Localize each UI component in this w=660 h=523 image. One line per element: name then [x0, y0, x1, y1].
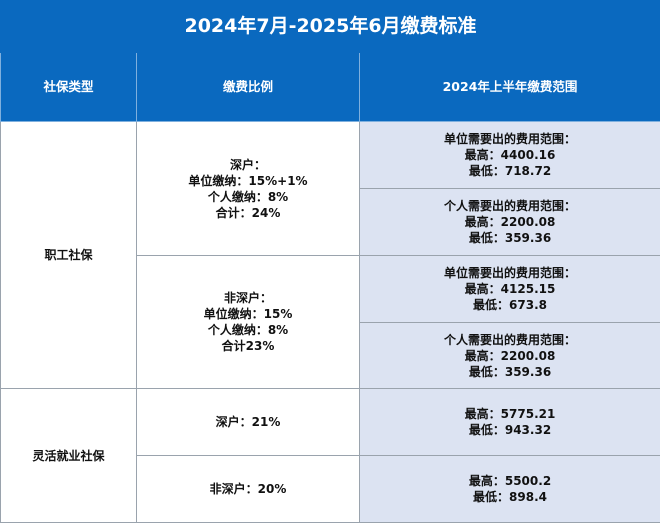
table-title: 2024年7月-2025年6月缴费标准 — [0, 0, 660, 53]
ratio-employee-nonlocal: 非深户： 单位缴纳：15% 个人缴纳：8% 合计23% — [136, 254, 360, 390]
range-flexible-nonlocal: 最高：5500.2 最低：898.4 — [358, 455, 660, 523]
table-row: 灵活就业社保 深户：21% 最高：5775.21 最低：943.32 — [0, 388, 660, 523]
ratio-flexible-local: 深户：21% — [136, 388, 360, 457]
type-flexible: 灵活就业社保 — [0, 388, 137, 523]
table-row: 非深户：20% 最高：5500.2 最低：898.4 — [1, 455, 660, 523]
table-row: 非深户： 单位缴纳：15% 个人缴纳：8% 合计23% 单位需要出的费用范围： … — [1, 254, 660, 390]
type-employee: 职工社保 — [0, 121, 137, 390]
range-employee-nonlocal-company: 单位需要出的费用范围： 最高：4125.15 最低：673.8 — [358, 254, 660, 323]
header-type: 社保类型 — [0, 51, 137, 123]
ratio-employee-local: 深户： 单位缴纳：15%+1% 个人缴纳：8% 合计：24% — [136, 121, 360, 256]
header-ratio: 缴费比例 — [136, 51, 360, 123]
table-row: 个人需要出的费用范围： 最高：2200.08 最低：359.36 — [1, 188, 660, 256]
ratio-flexible-nonlocal: 非深户：20% — [136, 455, 360, 523]
header-range: 2024年上半年缴费范围 — [358, 51, 660, 123]
table-row: 职工社保 深户： 单位缴纳：15%+1% 个人缴纳：8% 合计：24% 单位需要… — [0, 121, 660, 390]
range-flexible-local: 最高：5775.21 最低：943.32 — [358, 388, 660, 457]
range-employee-local-personal: 个人需要出的费用范围： 最高：2200.08 最低：359.36 — [358, 188, 660, 256]
range-employee-local-company: 单位需要出的费用范围： 最高：4400.16 最低：718.72 — [358, 121, 660, 190]
range-employee-nonlocal-personal: 个人需要出的费用范围： 最高：2200.08 最低：359.36 — [358, 321, 660, 390]
table-row: 个人需要出的费用范围： 最高：2200.08 最低：359.36 — [1, 321, 660, 390]
